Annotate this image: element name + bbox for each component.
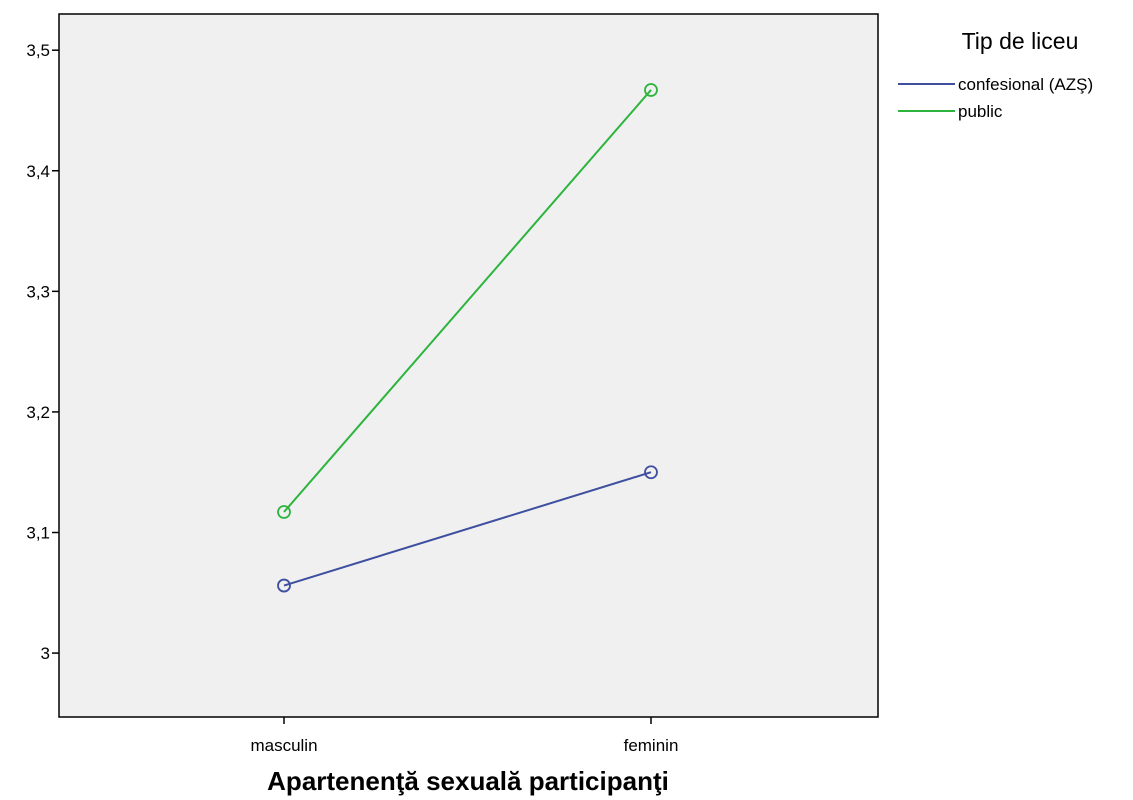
y-tick-label: 3,2	[26, 403, 50, 422]
data-point	[644, 465, 658, 480]
y-tick-label: 3,4	[26, 162, 50, 181]
data-point	[277, 578, 291, 593]
y-tick-label: 3,5	[26, 41, 50, 60]
series-line	[283, 471, 652, 587]
series-layer	[277, 83, 658, 593]
plot-area	[58, 13, 879, 718]
x-axis-title: Apartenenţă sexuală participanţi	[267, 766, 669, 796]
x-axis: masculin feminin	[250, 717, 678, 755]
y-tick-label: 3,1	[26, 524, 50, 543]
y-axis: 3 3,1 3,2 3,3 3,4 3,5	[26, 41, 59, 663]
legend-label: confesional (AZŞ)	[958, 75, 1093, 94]
y-tick-label: 3	[41, 644, 50, 663]
legend-label: public	[958, 102, 1003, 121]
legend-title: Tip de liceu	[962, 28, 1079, 54]
x-tick-label: masculin	[250, 736, 317, 755]
data-point	[277, 505, 291, 519]
series-line	[283, 89, 652, 513]
x-tick-label: feminin	[624, 736, 679, 755]
data-point	[644, 83, 658, 97]
legend: Tip de liceu confesional (AZŞ) public	[898, 28, 1093, 121]
y-tick-label: 3,3	[26, 282, 50, 301]
